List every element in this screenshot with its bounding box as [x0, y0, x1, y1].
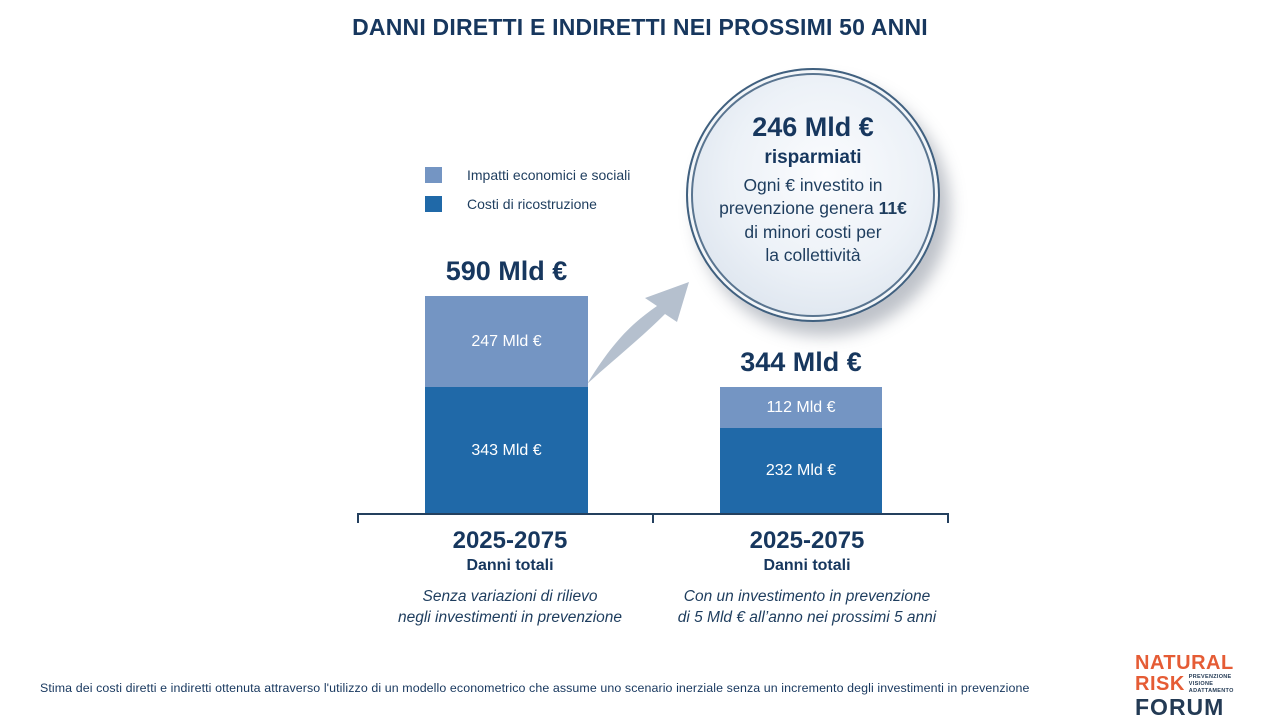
savings-amount: 246 Mld € [752, 112, 874, 142]
bar-segment-costi: 232 Mld € [720, 428, 882, 514]
savings-body-line1: Ogni € investito in [743, 175, 883, 195]
axis-tick [357, 515, 359, 523]
logo-row-risk: RISK PREVENZIONE VISIONE ADATTAMENTO [1135, 674, 1234, 695]
segment-value-label: 232 Mld € [765, 462, 837, 480]
axis-tick [947, 515, 949, 523]
legend-item-impatti: Impatti economici e sociali [425, 166, 630, 183]
bar-total-label: 590 Mld € [445, 256, 568, 287]
savings-badge: 246 Mld € risparmiati Ogni € investito i… [686, 68, 940, 322]
logo-word-risk: RISK [1135, 673, 1185, 696]
natural-risk-forum-logo: NATURAL RISK PREVENZIONE VISIONE ADATTAM… [1135, 653, 1234, 719]
footnote: Stima dei costi diretti e indiretti otte… [40, 681, 1030, 695]
legend-item-costi: Costi di ricostruzione [425, 195, 630, 212]
savings-body: Ogni € investito in prevenzione genera 1… [719, 174, 907, 268]
legend-label-impatti: Impatti economici e sociali [467, 166, 631, 183]
bar-segment-impatti: 112 Mld € [720, 386, 882, 429]
logo-tagline-line3: ADATTAMENTO [1188, 687, 1234, 694]
category-group-inertial: 2025-2075 Danni totali Senza variazioni … [360, 527, 660, 628]
category-sublabel: Danni totali [763, 556, 851, 574]
logo-tagline-line1: PREVENZIONE [1188, 674, 1232, 680]
bar-scenario-prevention: 344 Mld € 112 Mld € 232 Mld € [720, 347, 882, 514]
legend-swatch-costi-icon [425, 195, 442, 212]
bar-segment-impatti: 247 Mld € [425, 296, 588, 388]
savings-body-line4: la collettività [765, 245, 861, 266]
logo-tagline-line2: VISIONE [1188, 680, 1214, 687]
savings-body-line2: prevenzione genera [719, 198, 879, 219]
legend: Impatti economici e sociali Costi di ric… [425, 166, 630, 224]
legend-label-costi: Costi di ricostruzione [467, 195, 597, 212]
x-axis [357, 513, 949, 523]
category-year: 2025-2075 [749, 527, 865, 554]
category-description: Con un investimento in prevenzione di 5 … [657, 587, 957, 629]
category-description: Senza variazioni di rilievo negli invest… [360, 587, 660, 629]
logo-word-forum: FORUM [1135, 693, 1225, 720]
category-sublabel: Danni totali [466, 556, 554, 574]
segment-value-label: 247 Mld € [471, 332, 542, 350]
legend-swatch-impatti-icon [425, 166, 442, 183]
category-year: 2025-2075 [452, 527, 568, 554]
curved-arrow-path [587, 282, 689, 384]
category-description-line1: Con un investimento in prevenzione [683, 587, 931, 605]
savings-subhead: risparmiati [764, 147, 862, 168]
axis-tick [652, 515, 654, 523]
category-description-line2: negli investimenti in prevenzione [397, 608, 623, 626]
logo-word-natural: NATURAL [1135, 652, 1234, 674]
category-description-line2: di 5 Mld € all’anno nei prossimi 5 anni [677, 608, 937, 626]
curved-arrow-icon [587, 282, 689, 384]
category-group-prevention: 2025-2075 Danni totali Con un investimen… [657, 527, 957, 628]
segment-value-label: 112 Mld € [766, 398, 836, 416]
bar-total-label: 344 Mld € [740, 346, 862, 377]
bar-segment-costi: 343 Mld € [425, 387, 588, 514]
savings-body-line2-bold: 11€ [878, 198, 907, 219]
segment-value-label: 343 Mld € [471, 441, 542, 459]
logo-tagline: PREVENZIONE VISIONE ADATTAMENTO [1189, 674, 1234, 695]
category-description-line1: Senza variazioni di rilievo [422, 587, 598, 605]
bar-scenario-inertial: 590 Mld € 247 Mld € 343 Mld € [425, 256, 588, 514]
chart-title: DANNI DIRETTI E INDIRETTI NEI PROSSIMI 5… [352, 14, 928, 40]
savings-body-line3: di minori costi per [744, 221, 882, 242]
